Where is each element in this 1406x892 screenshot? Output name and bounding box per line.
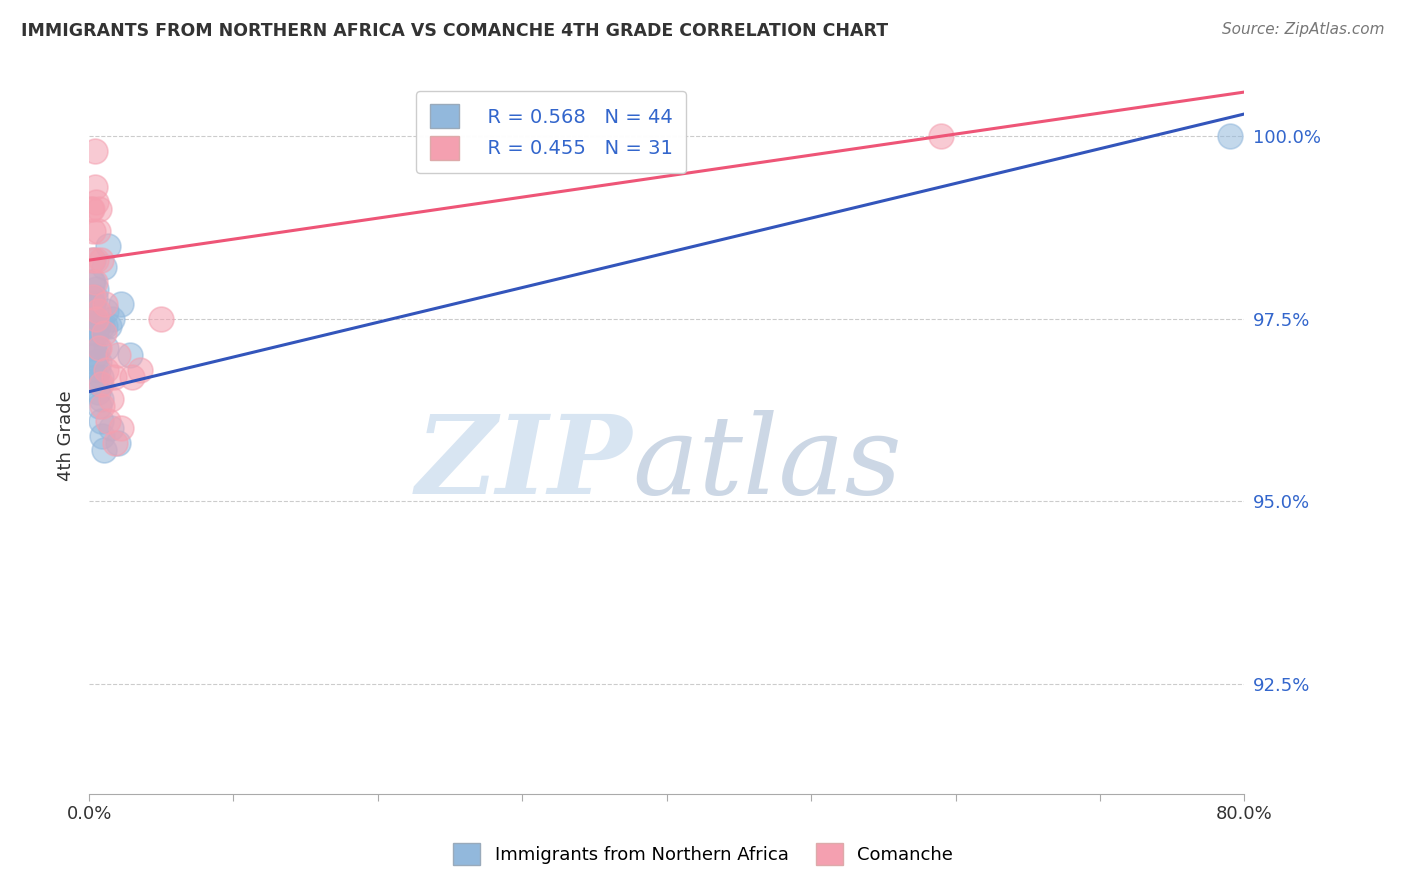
Point [87,341,110,355]
Point [929,128,952,143]
Point [84,194,107,209]
Point [82,297,104,311]
Point [96,363,118,377]
Point [100,392,122,406]
Point [96,304,118,318]
Point [84,253,107,268]
Legend:   R = 0.568   N = 44,   R = 0.455   N = 31: R = 0.568 N = 44, R = 0.455 N = 31 [416,91,686,173]
Point [103,370,125,384]
Point [84,370,107,384]
Point [79,311,101,326]
Text: atlas: atlas [633,410,901,518]
Point [89,341,111,355]
Point [89,355,111,369]
Point [82,290,104,304]
Point [107,348,129,362]
Text: IMMIGRANTS FROM NORTHERN AFRICA VS COMANCHE 4TH GRADE CORRELATION CHART: IMMIGRANTS FROM NORTHERN AFRICA VS COMAN… [21,22,889,40]
Point [83,334,105,348]
Point [82,341,104,355]
Point [110,421,132,435]
Point [89,400,111,414]
Point [87,363,110,377]
Point [110,297,132,311]
Point [87,304,110,318]
Point [104,435,127,450]
Point [100,421,122,435]
Point [82,224,104,238]
Point [94,318,117,333]
Text: Source: ZipAtlas.com: Source: ZipAtlas.com [1222,22,1385,37]
Point [84,326,107,341]
Point [98,318,121,333]
Point [80,253,103,268]
Y-axis label: 4th Grade: 4th Grade [58,390,75,481]
Point [83,355,105,369]
Point [97,414,120,428]
Point [93,443,115,458]
Point [80,202,103,216]
Point [107,435,129,450]
Point [80,318,103,333]
Point [90,392,112,406]
Point [84,304,107,318]
Point [87,384,110,399]
Point [87,224,110,238]
Point [90,253,112,268]
Point [90,414,112,428]
Point [90,377,112,392]
Point [82,253,104,268]
Point [89,377,111,392]
Point [82,275,104,289]
Point [90,370,112,384]
Point [79,290,101,304]
Point [84,282,107,296]
Point [91,428,114,442]
Point [80,275,103,289]
Point [150,311,173,326]
Point [118,348,141,362]
Point [79,202,101,216]
Point [97,238,120,252]
Point [94,297,117,311]
Point [84,348,107,362]
Point [1219,128,1241,143]
Point [83,290,105,304]
Point [83,275,105,289]
Point [93,260,115,275]
Point [83,311,105,326]
Point [83,180,105,194]
Point [121,370,143,384]
Point [91,400,114,414]
Point [96,341,118,355]
Text: ZIP: ZIP [415,410,633,518]
Point [89,202,111,216]
Point [80,297,103,311]
Point [93,326,115,341]
Point [84,311,107,326]
Point [83,144,105,158]
Point [87,318,110,333]
Legend: Immigrants from Northern Africa, Comanche: Immigrants from Northern Africa, Comanch… [444,834,962,874]
Point [128,363,150,377]
Point [91,318,114,333]
Point [101,311,124,326]
Point [82,318,104,333]
